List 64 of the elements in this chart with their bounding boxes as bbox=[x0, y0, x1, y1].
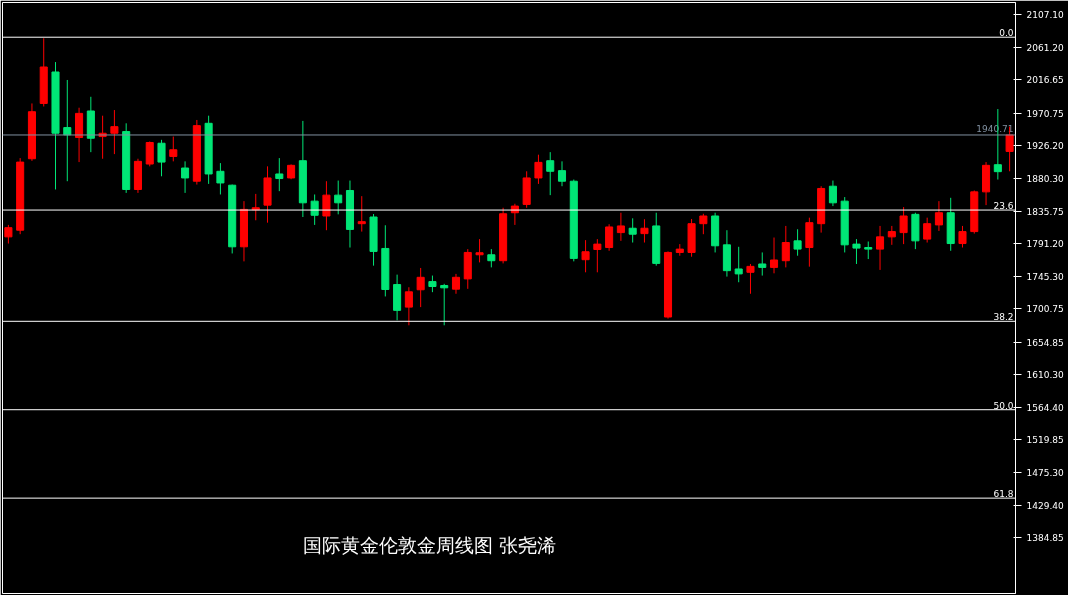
candlestick bbox=[581, 239, 590, 273]
candlestick bbox=[852, 238, 861, 265]
candlestick bbox=[404, 286, 413, 326]
y-tick-label: 2016.65 bbox=[1026, 75, 1064, 86]
annotation: 国际黄金伦敦金周线图 张尧浠 bbox=[302, 533, 557, 556]
y-tick-label: 1384.85 bbox=[1026, 533, 1064, 544]
y-tick-label: 1429.40 bbox=[1026, 501, 1064, 512]
y-tick-label: 1610.30 bbox=[1026, 369, 1064, 380]
candlestick bbox=[828, 180, 837, 207]
candlestick bbox=[546, 151, 555, 196]
candlestick bbox=[887, 225, 896, 246]
y-tick-label: 1880.30 bbox=[1026, 174, 1064, 185]
y-tick-label: 1926.20 bbox=[1026, 140, 1064, 151]
annotation: 61.8 bbox=[993, 489, 1014, 500]
annotation: 23.6 bbox=[993, 201, 1014, 212]
candlestick bbox=[275, 157, 284, 192]
candlestick bbox=[145, 141, 154, 167]
y-tick-label: 2061.20 bbox=[1026, 43, 1064, 54]
candlestick bbox=[357, 195, 366, 233]
candlestick bbox=[746, 263, 755, 295]
y-tick-label: 1564.40 bbox=[1026, 403, 1064, 414]
candlestick bbox=[605, 223, 614, 252]
candlestick bbox=[451, 273, 461, 295]
candlestick bbox=[4, 224, 13, 245]
candlestick bbox=[110, 109, 119, 155]
candlestick bbox=[416, 267, 425, 308]
annotation: 38.2 bbox=[993, 312, 1014, 323]
candlestick bbox=[934, 200, 943, 232]
candlestick bbox=[181, 160, 190, 194]
candlestick bbox=[534, 154, 543, 185]
candlestick bbox=[793, 228, 802, 257]
candlestick bbox=[758, 251, 767, 277]
candlestick bbox=[169, 136, 178, 162]
candlestick bbox=[770, 237, 779, 274]
candlestick bbox=[334, 180, 343, 215]
y-tick-label: 1519.85 bbox=[1026, 435, 1064, 446]
candlestick bbox=[640, 218, 649, 244]
candlestick bbox=[157, 139, 166, 177]
candlestick bbox=[734, 246, 743, 283]
annotation: 0.0 bbox=[999, 28, 1014, 39]
candlestick bbox=[322, 180, 331, 231]
candlestick bbox=[699, 213, 708, 235]
candlestick bbox=[628, 217, 637, 244]
candlestick bbox=[958, 225, 967, 249]
candlestick bbox=[781, 225, 790, 268]
candlestick bbox=[216, 162, 225, 195]
candlestick bbox=[899, 206, 908, 245]
y-tick-label: 1475.30 bbox=[1026, 467, 1064, 478]
candlestick bbox=[440, 283, 449, 326]
candlestick bbox=[593, 238, 602, 273]
y-tick-label: 1970.75 bbox=[1026, 108, 1064, 119]
y-tick-label: 1835.75 bbox=[1026, 206, 1064, 217]
candlestick bbox=[475, 238, 484, 263]
candlestick bbox=[557, 160, 567, 187]
candlestick bbox=[876, 225, 885, 271]
y-tick-label: 1745.30 bbox=[1026, 272, 1064, 283]
y-tick-label: 2107.10 bbox=[1026, 9, 1064, 20]
y-tick-label: 1654.85 bbox=[1026, 337, 1064, 348]
candlestick bbox=[923, 217, 932, 244]
annotation: 50.0 bbox=[993, 400, 1014, 411]
y-tick-label: 1700.75 bbox=[1026, 304, 1064, 315]
candlestick bbox=[616, 212, 625, 242]
y-tick-label: 1791.20 bbox=[1026, 238, 1064, 249]
candlestick bbox=[487, 248, 496, 268]
